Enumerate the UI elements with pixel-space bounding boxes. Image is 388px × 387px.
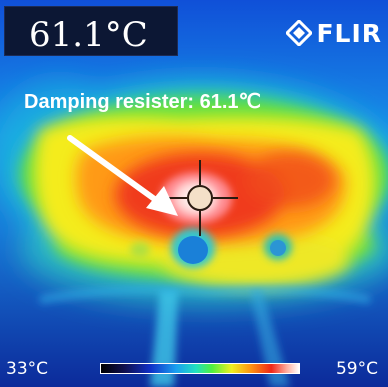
color-scale-bar: [100, 363, 300, 374]
spot-meter-crosshair-icon: [162, 160, 238, 236]
temperature-readout: 61.1°C: [29, 15, 148, 55]
scale-max-label: 59°C: [335, 359, 378, 379]
flir-diamond-logo-icon: [286, 20, 313, 46]
scale-min-label: 33°C: [6, 359, 49, 379]
annotation-label: Damping resister: 61.1℃: [24, 91, 261, 113]
arrow-icon: [67, 135, 178, 216]
brand-name: FLIR: [316, 18, 382, 48]
temperature-scale: 33°C 59°C: [0, 357, 388, 387]
temperature-readout-box: 61.1°C: [4, 6, 178, 56]
brand-logo: FLIR: [286, 18, 382, 48]
